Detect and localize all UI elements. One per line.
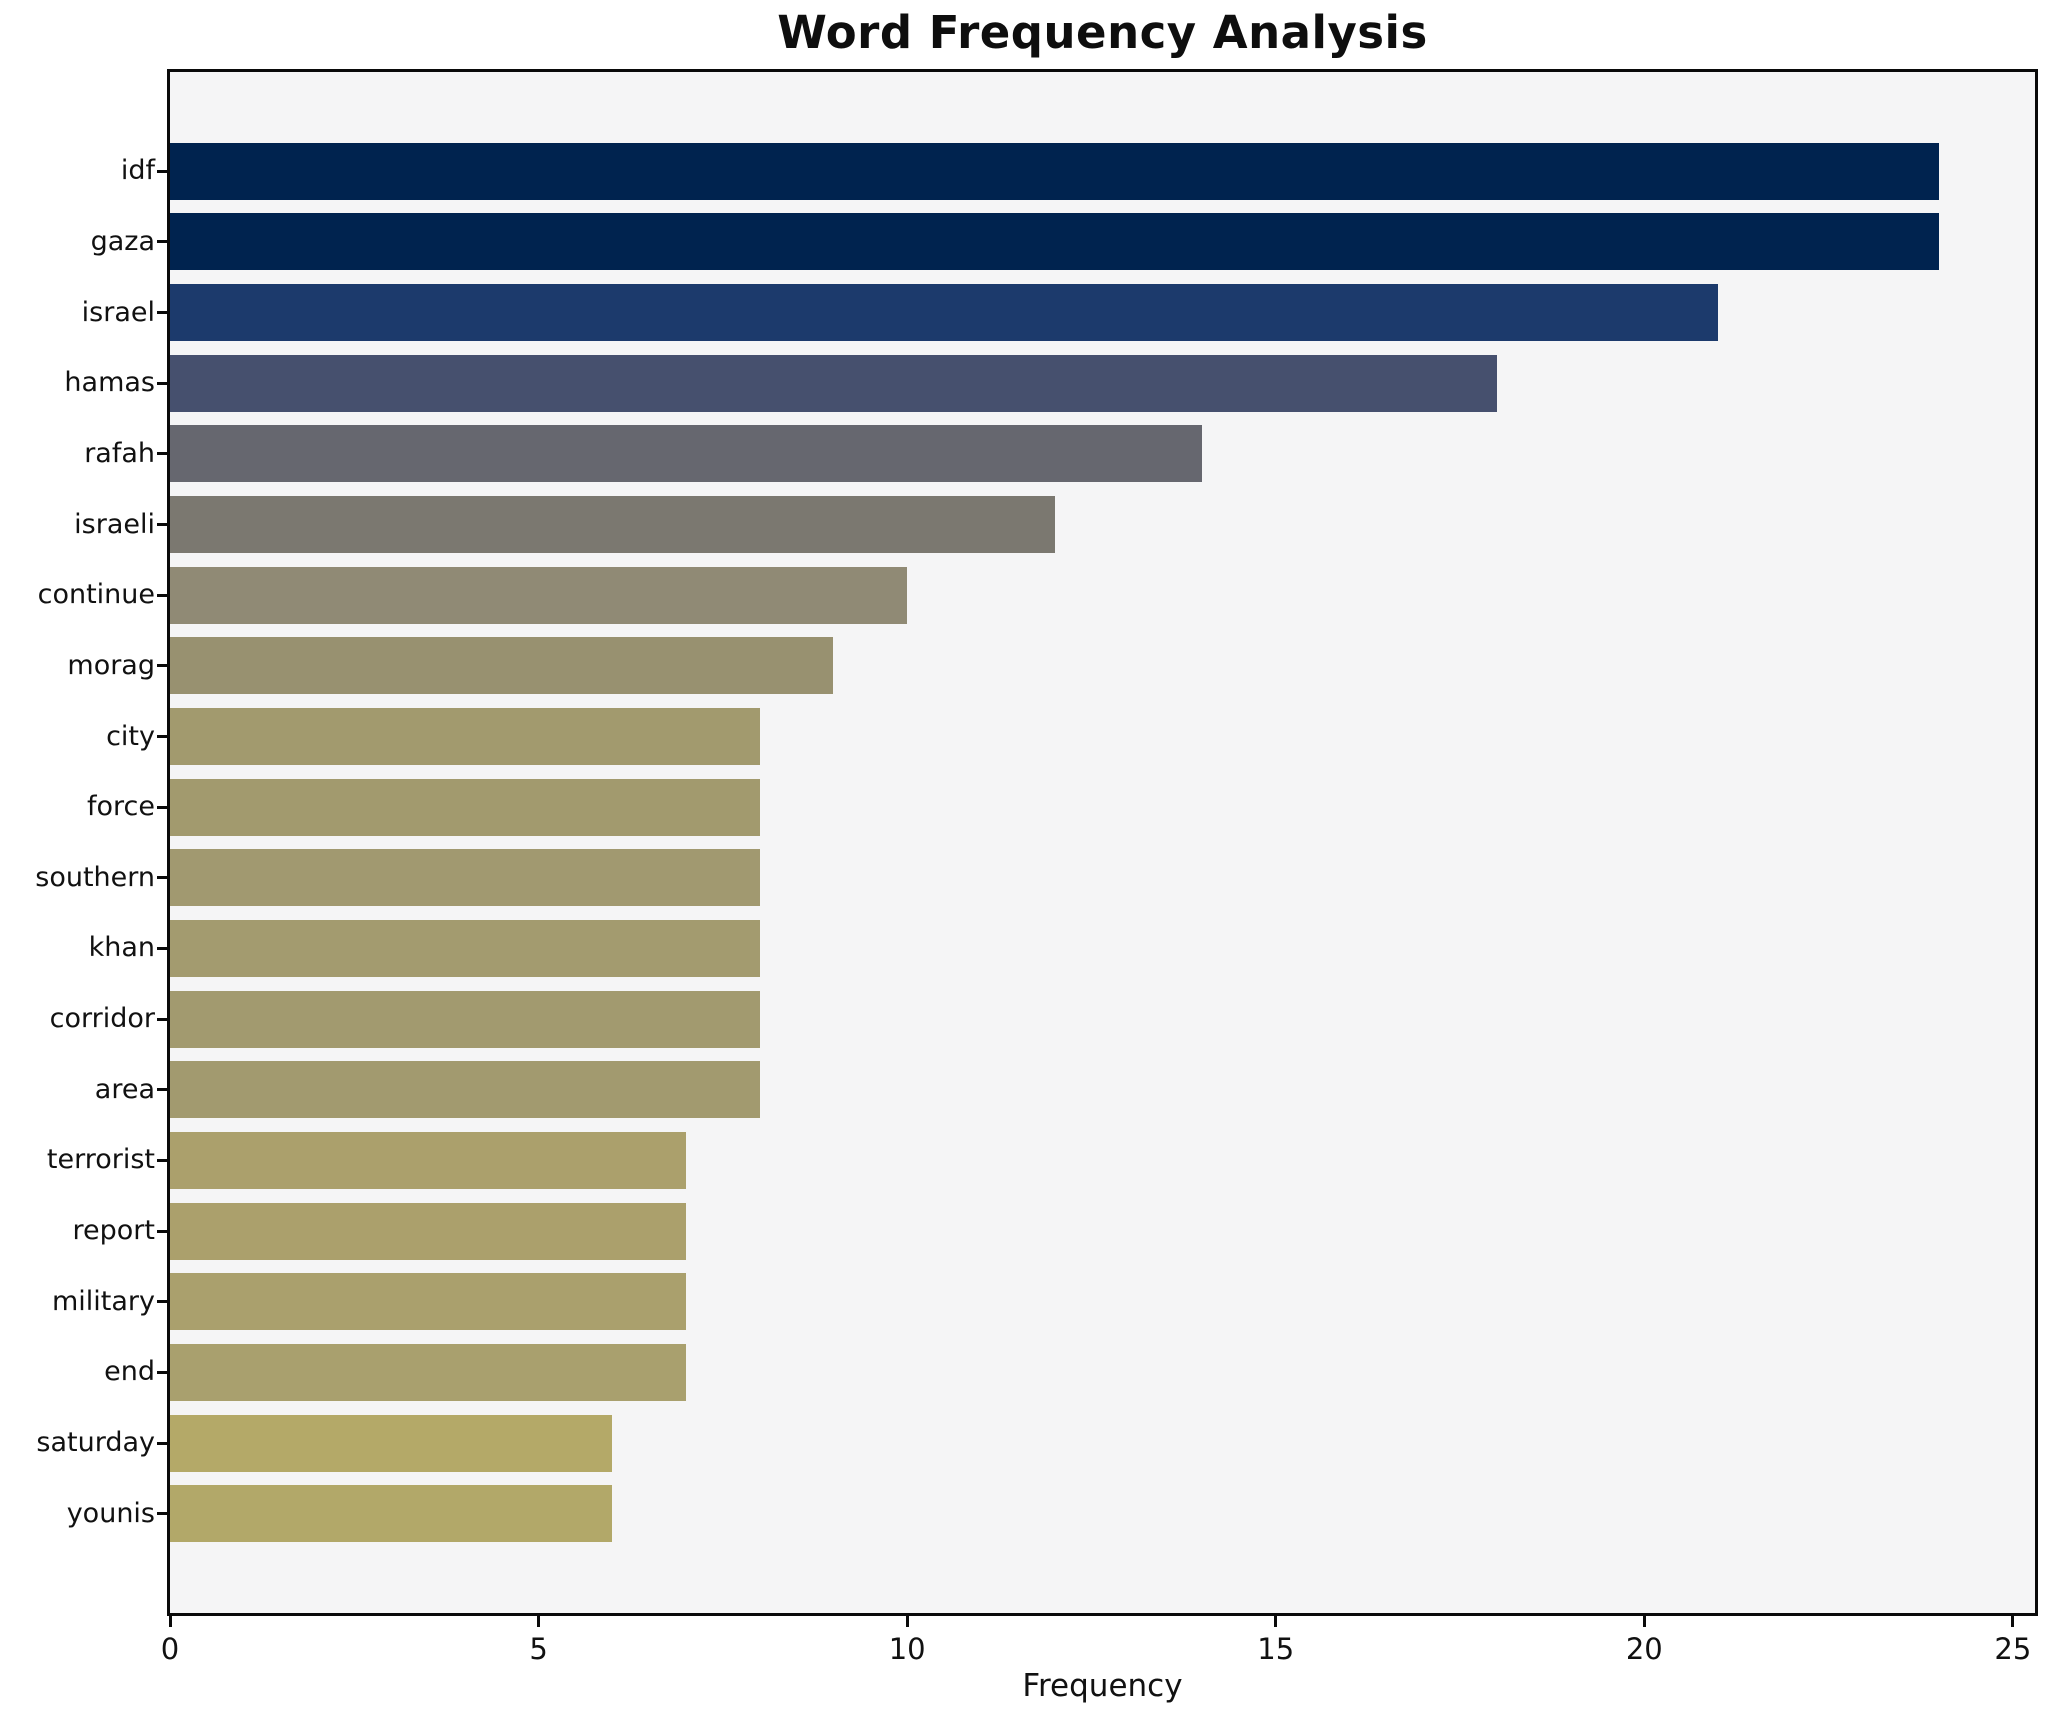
y-tick-label-israeli: israeli xyxy=(74,508,155,540)
y-tick-mark xyxy=(157,523,167,527)
y-tick-label-southern: southern xyxy=(35,861,155,893)
bar-gaza xyxy=(170,213,1940,271)
x-tick-mark xyxy=(2011,1616,2015,1627)
y-tick-mark xyxy=(157,1512,167,1516)
y-tick-label-report: report xyxy=(72,1215,155,1247)
bar-israeli xyxy=(170,496,1055,554)
x-axis-label: Frequency xyxy=(1022,1668,1183,1704)
bar-rafah xyxy=(170,425,1203,483)
bar-southern xyxy=(170,849,760,907)
y-tick-label-israel: israel xyxy=(81,296,155,328)
bar-terrorist xyxy=(170,1131,686,1189)
bar-end xyxy=(170,1343,686,1401)
y-tick-label-corridor: corridor xyxy=(49,1003,155,1035)
plot-area xyxy=(167,69,2038,1616)
y-tick-mark xyxy=(157,946,167,950)
y-tick-label-military: military xyxy=(51,1285,155,1317)
bar-military xyxy=(170,1273,686,1331)
y-tick-mark xyxy=(157,1229,167,1233)
y-tick-label-idf: idf xyxy=(120,155,155,187)
x-tick-mark xyxy=(905,1616,909,1627)
y-tick-mark xyxy=(157,381,167,385)
x-tick-label-10: 10 xyxy=(888,1632,926,1666)
y-tick-mark xyxy=(157,452,167,456)
y-tick-label-force: force xyxy=(87,791,155,823)
x-tick-label-5: 5 xyxy=(529,1632,548,1666)
y-tick-mark xyxy=(157,1158,167,1162)
y-tick-mark xyxy=(157,1017,167,1021)
bar-city xyxy=(170,708,760,766)
x-tick-mark xyxy=(1274,1616,1278,1627)
y-tick-mark xyxy=(157,311,167,315)
x-tick-label-20: 20 xyxy=(1625,1632,1663,1666)
y-tick-mark xyxy=(157,876,167,880)
bar-morag xyxy=(170,637,834,695)
y-tick-label-morag: morag xyxy=(67,649,155,681)
y-tick-label-saturday: saturday xyxy=(36,1427,155,1459)
x-tick-label-0: 0 xyxy=(160,1632,180,1666)
y-tick-label-khan: khan xyxy=(88,932,155,964)
y-tick-label-younis: younis xyxy=(66,1497,155,1529)
y-tick-mark xyxy=(157,1370,167,1374)
x-tick-mark xyxy=(1642,1616,1646,1627)
y-tick-label-area: area xyxy=(94,1073,155,1105)
bar-saturday xyxy=(170,1414,613,1472)
y-tick-label-rafah: rafah xyxy=(84,437,155,469)
x-tick-label-15: 15 xyxy=(1257,1632,1295,1666)
y-tick-label-gaza: gaza xyxy=(90,225,155,257)
bar-younis xyxy=(170,1485,613,1543)
bar-khan xyxy=(170,919,760,977)
bar-corridor xyxy=(170,990,760,1048)
bar-continue xyxy=(170,566,908,624)
y-tick-mark xyxy=(157,593,167,597)
bar-hamas xyxy=(170,354,1497,412)
y-tick-mark xyxy=(157,1300,167,1304)
x-tick-label-25: 25 xyxy=(1994,1632,2032,1666)
y-tick-mark xyxy=(157,169,167,173)
y-tick-label-end: end xyxy=(104,1356,155,1388)
y-tick-mark xyxy=(157,1441,167,1445)
y-tick-mark xyxy=(157,240,167,244)
y-tick-label-hamas: hamas xyxy=(64,367,155,399)
bar-area xyxy=(170,1061,760,1119)
y-tick-label-city: city xyxy=(106,720,155,752)
y-tick-mark xyxy=(157,735,167,739)
x-tick-mark xyxy=(537,1616,541,1627)
y-tick-label-continue: continue xyxy=(37,579,155,611)
y-tick-mark xyxy=(157,664,167,668)
y-tick-mark xyxy=(157,1088,167,1092)
bar-idf xyxy=(170,142,1940,200)
y-tick-mark xyxy=(157,805,167,809)
chart-title: Word Frequency Analysis xyxy=(777,6,1428,59)
bar-report xyxy=(170,1202,686,1260)
x-tick-mark xyxy=(168,1616,172,1627)
bar-israel xyxy=(170,284,1719,342)
bar-force xyxy=(170,778,760,836)
y-tick-label-terrorist: terrorist xyxy=(46,1144,155,1176)
